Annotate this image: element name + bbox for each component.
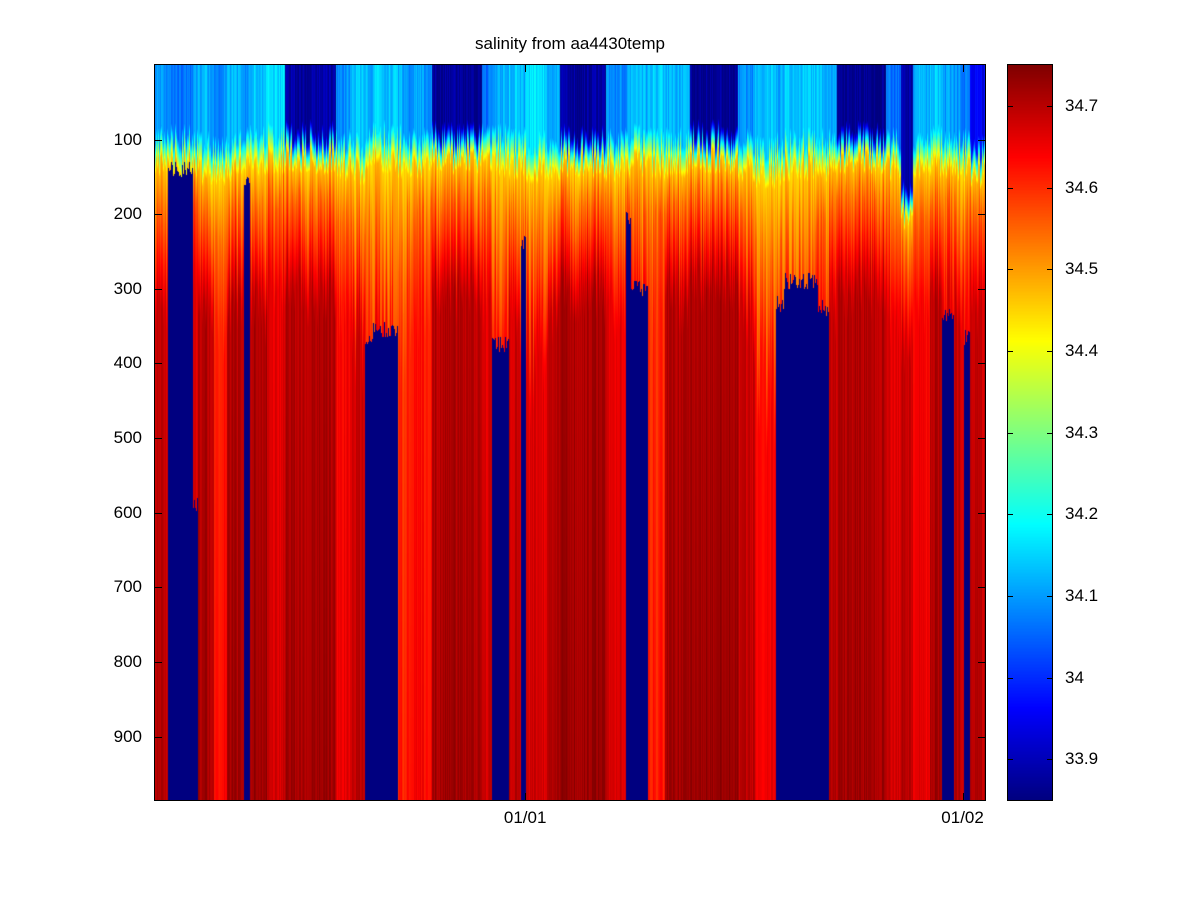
colorbar-tick — [1008, 595, 1013, 597]
y-tick-label: 600 — [113, 502, 142, 522]
plot-area — [154, 64, 986, 801]
y-axis-tick — [155, 214, 162, 216]
colorbar-tick-label: 34.6 — [1065, 177, 1099, 197]
y-axis-tick — [978, 363, 985, 365]
colorbar-canvas — [1008, 65, 1052, 800]
colorbar-tick — [1047, 759, 1052, 761]
colorbar-tick — [1008, 187, 1013, 189]
y-tick-label: 800 — [113, 651, 142, 671]
y-axis-tick — [155, 363, 162, 365]
y-axis-tick — [155, 139, 162, 141]
y-tick-label: 200 — [113, 204, 142, 224]
colorbar-tick — [1008, 677, 1013, 679]
y-axis-tick — [155, 736, 162, 738]
colorbar-tick-label: 34.1 — [1065, 585, 1099, 605]
y-tick-label: 700 — [113, 577, 142, 597]
heatmap-canvas — [155, 65, 985, 800]
colorbar-tick — [1008, 432, 1013, 434]
y-tick-label: 900 — [113, 726, 142, 746]
colorbar-tick-label: 34 — [1065, 667, 1084, 687]
colorbar-tick — [1047, 187, 1052, 189]
y-axis-tick — [978, 661, 985, 663]
y-tick-label: 100 — [113, 129, 142, 149]
colorbar-tick — [1047, 595, 1052, 597]
y-axis-tick — [155, 587, 162, 589]
y-axis-tick — [978, 736, 985, 738]
x-axis-tick — [962, 793, 964, 800]
x-axis-tick — [962, 65, 964, 72]
y-axis-tick — [978, 214, 985, 216]
y-axis-tick — [155, 288, 162, 290]
colorbar-tick — [1008, 105, 1013, 107]
colorbar-tick-label: 34.3 — [1065, 422, 1099, 442]
y-axis-tick — [978, 512, 985, 514]
colorbar-tick — [1047, 105, 1052, 107]
colorbar-tick — [1047, 677, 1052, 679]
colorbar-tick — [1047, 432, 1052, 434]
colorbar-tick — [1008, 514, 1013, 516]
y-tick-label: 500 — [113, 428, 142, 448]
colorbar-tick — [1047, 350, 1052, 352]
colorbar-tick — [1047, 269, 1052, 271]
colorbar-tick — [1047, 514, 1052, 516]
colorbar-tick — [1008, 350, 1013, 352]
y-axis-tick — [978, 139, 985, 141]
y-tick-label: 400 — [113, 353, 142, 373]
y-axis-tick — [155, 661, 162, 663]
y-axis-tick — [978, 438, 985, 440]
colorbar-tick — [1008, 759, 1013, 761]
colorbar-tick-label: 34.5 — [1065, 259, 1099, 279]
chart-title: salinity from aa4430temp — [475, 34, 665, 53]
y-axis-tick — [155, 438, 162, 440]
colorbar-tick-label: 34.4 — [1065, 340, 1099, 360]
y-tick-label: 300 — [113, 278, 142, 298]
x-tick-label: 01/01 — [503, 808, 547, 827]
x-tick-label: 01/02 — [941, 808, 984, 827]
colorbar — [1007, 64, 1053, 801]
x-axis-tick — [525, 793, 527, 800]
colorbar-tick-label: 33.9 — [1065, 749, 1099, 769]
y-axis-tick — [978, 587, 985, 589]
colorbar-tick-label: 34.7 — [1065, 95, 1099, 115]
y-axis-tick — [978, 288, 985, 290]
x-axis-tick — [525, 65, 527, 72]
colorbar-tick — [1008, 269, 1013, 271]
y-axis-tick — [155, 512, 162, 514]
colorbar-tick-label: 34.2 — [1065, 504, 1099, 524]
